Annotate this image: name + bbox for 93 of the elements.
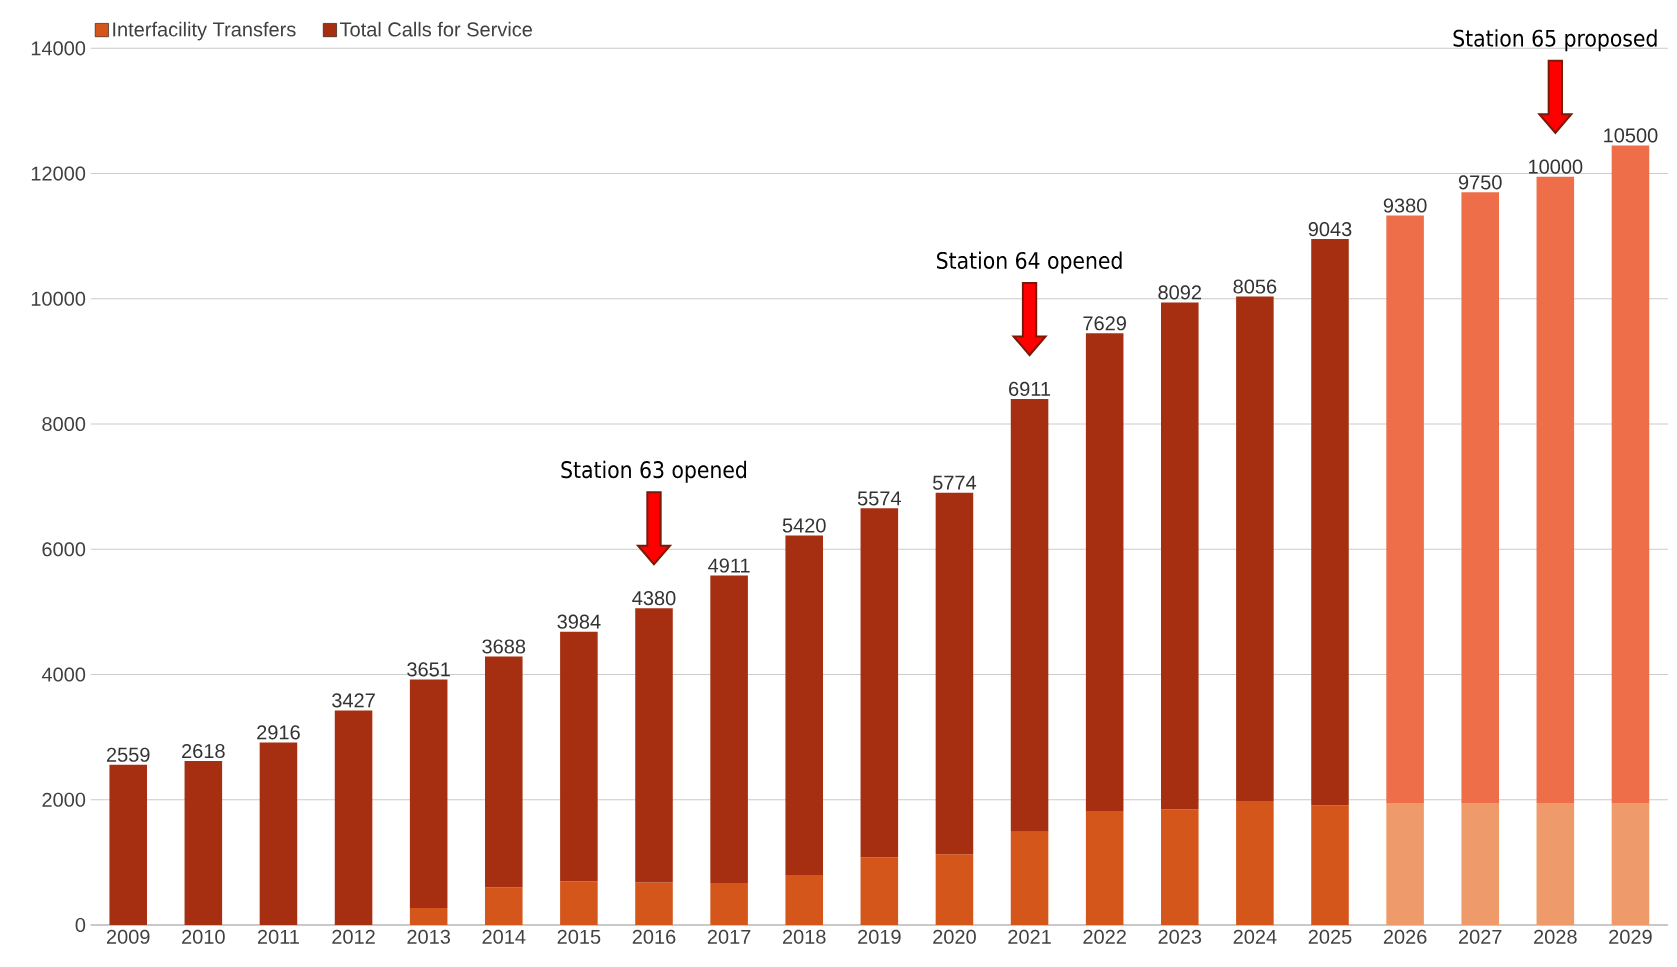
- x-tick-label: 2021: [1008, 929, 1051, 944]
- y-tick-label: 0: [75, 917, 86, 933]
- data-label: 8056: [1233, 279, 1277, 294]
- x-tick-label: 2016: [632, 929, 676, 944]
- data-label: 7629: [1083, 316, 1126, 331]
- bar: [710, 575, 748, 884]
- bar: [1311, 805, 1349, 925]
- bar: [935, 492, 974, 855]
- data-label: 10500: [1604, 128, 1658, 143]
- x-tick-label: 2009: [106, 929, 150, 944]
- annotation: Station 64 opened: [937, 251, 1122, 274]
- x-tick-label: 2019: [858, 929, 901, 944]
- y-tick-label: 4000: [41, 667, 86, 682]
- data-label: 10000: [1529, 159, 1583, 174]
- data-label: 4380: [632, 591, 676, 606]
- bar: [1311, 239, 1349, 806]
- bar: [785, 535, 823, 875]
- x-tick-label: 2012: [332, 929, 375, 944]
- bar: [184, 761, 223, 925]
- bar: [1461, 802, 1499, 925]
- y-tick-label: 12000: [31, 166, 86, 181]
- data-label: 4911: [708, 558, 750, 573]
- legend-label: Total Calls for Service: [339, 21, 532, 37]
- data-label: 9750: [1458, 175, 1502, 190]
- bar: [1611, 145, 1650, 803]
- x-tick-label: 2017: [707, 929, 751, 944]
- x-tick-label: 2029: [1609, 929, 1652, 944]
- y-tick-label: 2000: [42, 792, 86, 807]
- bar: [259, 742, 298, 925]
- data-label: 3651: [407, 662, 450, 677]
- bar: [860, 857, 899, 925]
- data-label: 6911: [1009, 381, 1051, 396]
- bar: [1536, 802, 1575, 925]
- x-tick-label: 2027: [1458, 929, 1502, 944]
- x-tick-label: 2018: [782, 929, 826, 944]
- bar: [935, 854, 974, 925]
- bar: [1536, 176, 1575, 803]
- data-label: 2618: [182, 743, 225, 759]
- x-tick-label: 2020: [933, 929, 976, 944]
- x-tick-label: 2014: [482, 929, 526, 944]
- bar: [409, 679, 448, 909]
- x-tick-label: 2025: [1308, 929, 1352, 944]
- bar: [1085, 333, 1124, 812]
- x-tick-label: 2023: [1158, 929, 1202, 944]
- bar: [485, 887, 523, 925]
- legend-label: Interfacility Transfers: [113, 21, 296, 41]
- data-label: 5574: [857, 491, 901, 506]
- x-tick-label: 2015: [557, 929, 601, 944]
- x-tick-label: 2013: [407, 929, 451, 944]
- data-label: 5420: [782, 518, 826, 533]
- data-label: 3688: [482, 639, 526, 654]
- bar: [1386, 215, 1424, 803]
- y-tick-label: 14000: [31, 41, 86, 56]
- bar: [560, 881, 598, 925]
- x-tick-label: 2010: [182, 929, 225, 944]
- bar: [485, 656, 523, 888]
- bar: [1461, 192, 1499, 803]
- data-label: 8092: [1158, 285, 1202, 300]
- bar: [409, 908, 448, 925]
- annotation: Station 63 opened: [561, 460, 747, 483]
- x-tick-label: 2028: [1534, 929, 1577, 944]
- x-tick-label: 2026: [1383, 929, 1427, 944]
- bar: [560, 631, 598, 882]
- y-tick-label: 8000: [42, 416, 86, 432]
- data-label: 9043: [1308, 222, 1352, 237]
- data-label: 2916: [257, 725, 300, 740]
- data-label: 5774: [932, 475, 977, 490]
- bar: [109, 764, 147, 925]
- bar: [1611, 802, 1650, 925]
- bar: [1236, 801, 1274, 925]
- x-tick-label: 2022: [1083, 929, 1126, 944]
- x-tick-label: 2011: [257, 929, 299, 944]
- annotation: Station 65 proposed: [1453, 29, 1657, 52]
- bar: [1085, 811, 1124, 925]
- bar: [860, 508, 899, 858]
- bar: [635, 882, 673, 925]
- bar: [635, 608, 673, 883]
- bar: [1160, 809, 1199, 925]
- y-tick-label: 6000: [42, 542, 86, 557]
- y-tick-label: 10000: [31, 291, 86, 306]
- bar: [1010, 831, 1049, 925]
- bar: [1160, 302, 1199, 810]
- bar: [334, 710, 373, 925]
- data-label: 9380: [1383, 198, 1427, 213]
- data-label: 2559: [106, 747, 150, 762]
- data-label: 3427: [332, 693, 375, 708]
- x-tick-label: 2024: [1233, 929, 1277, 944]
- data-label: 3984: [557, 614, 601, 629]
- bar: [710, 883, 748, 925]
- bar: [1386, 802, 1424, 925]
- bar: [785, 874, 823, 925]
- bar: [1236, 296, 1274, 802]
- bar: [1010, 398, 1049, 832]
